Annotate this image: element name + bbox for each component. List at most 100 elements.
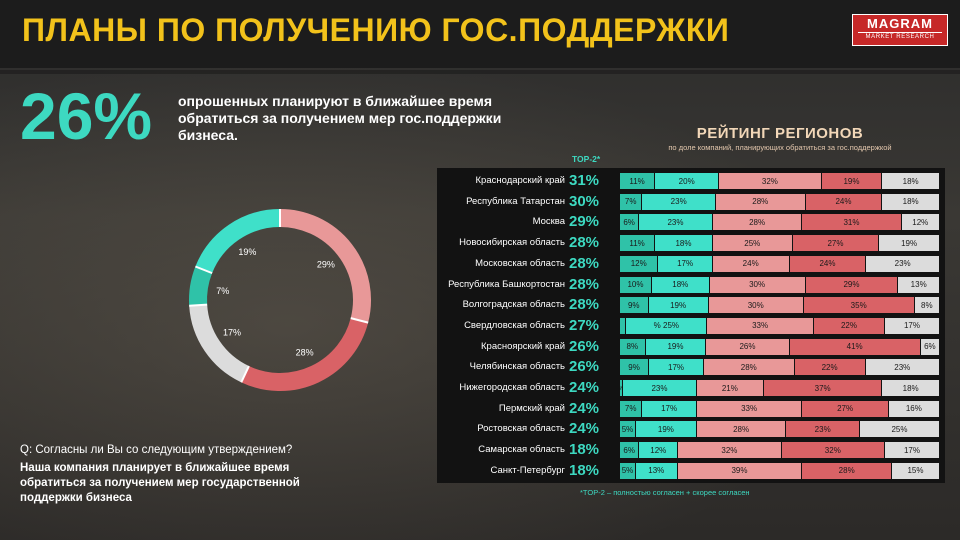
region-row: Челябинская область 26% 9% 17% 28% 22% 23% [437,356,945,377]
bar-segment: 13% [898,276,940,293]
bar-segment: 6% [620,214,640,231]
donut-slice [189,266,213,306]
bar-segment: 17% [649,359,705,376]
bar-segment: 16% [888,400,940,417]
region-row: Московская область 28% 12% 17% 24% 24% 23% [437,253,945,274]
rating-title: РЕЙТИНГ РЕГИОНОВ [696,125,864,142]
survey-statement: Наша компания планирует в ближайшее врем… [20,462,300,504]
bar-segment: 32% [678,442,782,459]
bar-segment: 31% [802,214,902,231]
bar-segment: 26% [706,338,790,355]
bar-segment: 7% [620,193,643,210]
bar-segment: 11% [620,235,656,252]
donut-slice [279,209,371,323]
bar-segment: 23% [642,193,716,210]
bar-segment: 19% [636,421,697,438]
region-row: Новосибирская область 28% 11% 18% 25% 27% 19% [437,232,945,253]
region-row: Москва 29% 6% 23% 28% 31% 12% [437,211,945,232]
magram-logo: MAGRAM MARKET RESEARCH [852,14,948,46]
bar-segment: 22% [813,317,886,334]
region-row: Республика Башкортостан 28% 10% 18% 30% 29% 13… [437,274,945,295]
bar-segment: 17% [658,255,713,272]
bar-segment: 23% [866,255,940,272]
region-top2: 28% [569,234,600,252]
region-top2: 31% [569,172,600,189]
region-name: Пермский край [498,402,565,414]
region-name: Новосибирская область [459,237,565,249]
region-bar: 12% 17% 24% 24% 23% [620,255,940,272]
header-bar [0,0,960,68]
bar-segment: 24% [712,255,790,272]
region-bar: 5% 13% 39% 28% 15% [620,462,940,479]
bar-segment: 12% [639,442,679,459]
region-name: Московская область [475,257,565,269]
donut-slice [241,317,369,391]
region-row: Краснодарский край 31% 11% 20% 32% 19% 18% [437,170,945,191]
donut-chart: 7% 19% 29% 28% 17% [189,209,371,391]
region-bar: 7% 23% 28% 24% 18% [620,193,940,210]
bar-segment: 19% [648,297,709,314]
region-bar: 6% 12% 32% 32% 17% [620,442,940,459]
bar-segment: 24% [805,193,883,210]
bar-segment: 5% [620,462,636,479]
bar-segment: % [620,380,624,396]
bar-segment: 39% [677,462,803,479]
donut-gap [240,365,250,383]
region-bar: %23%21%37%18% [620,380,940,396]
bar-segment: 9% [620,359,650,376]
bar-segment: 28% [802,462,892,479]
bar-segment: % 25% [626,317,708,334]
bar-segment: 35% [803,297,915,314]
bar-segment: 10% [620,276,652,293]
bar-segment: 15% [891,462,940,479]
region-name: Ростовская область [477,423,565,435]
donut-gap [350,317,369,324]
bar-segment: 21% [696,380,764,396]
region-bar: % 25% 33% 22% 17% [620,317,940,334]
bar-segment: 28% [715,193,806,210]
region-top2: 28% [569,275,600,293]
bar-segment: 17% [885,442,940,459]
bar-segment: 6% [620,442,640,459]
background-divider [0,70,960,74]
logo-tagline: MARKET RESEARCH [858,32,942,40]
bar-segment [620,317,627,334]
region-top2: 27% [569,316,600,334]
donut-slice-label: 19% [238,247,256,257]
region-top2: 26% [569,337,600,355]
region-bar: 5% 19% 28% 23% 25% [620,421,940,438]
bar-segment: 25% [712,235,793,252]
bar-segment: 17% [642,400,697,417]
bar-segment: 5% [620,421,636,438]
region-name: Санкт-Петербург [490,464,565,476]
bar-segment: 30% [709,276,806,293]
bar-segment: 23% [786,421,860,438]
region-bar: 7% 17% 33% 27% 16% [620,400,940,417]
region-bar: 6% 23% 28% 31% 12% [620,214,940,231]
bar-segment: 9% [620,297,649,314]
donut-slice-label: 29% [317,259,335,269]
region-bar: 9% 19% 30% 35% 8% [620,297,940,314]
bar-segment: 8% [620,338,646,355]
bar-segment: 18% [882,173,940,189]
bar-segment: 37% [763,380,883,396]
region-bar: 11% 20% 32% 19% 18% [620,173,940,189]
bar-segment: 18% [655,235,713,252]
bar-segment: 33% [707,317,814,334]
bar-segment: 23% [623,380,697,396]
region-bar: 10% 18% 30% 29% 13% [620,276,940,293]
bar-segment: 17% [885,317,940,334]
bar-segment: 6% [920,338,940,355]
bar-segment: 23% [865,359,940,376]
region-bar: 8% 19% 26% 41% 6% [620,338,940,355]
bar-segment: 27% [802,400,889,417]
bar-segment: 28% [704,359,795,376]
region-row: Пермский край 24% 7% 17% 33% 27% 16% [437,398,945,419]
donut-slice [189,304,250,383]
region-bar: 11% 18% 25% 27% 19% [620,235,940,252]
bar-segment: 19% [645,338,707,355]
region-top2: 24% [569,379,600,396]
donut-slice-label: 17% [223,328,241,338]
bar-segment: 33% [696,400,803,417]
